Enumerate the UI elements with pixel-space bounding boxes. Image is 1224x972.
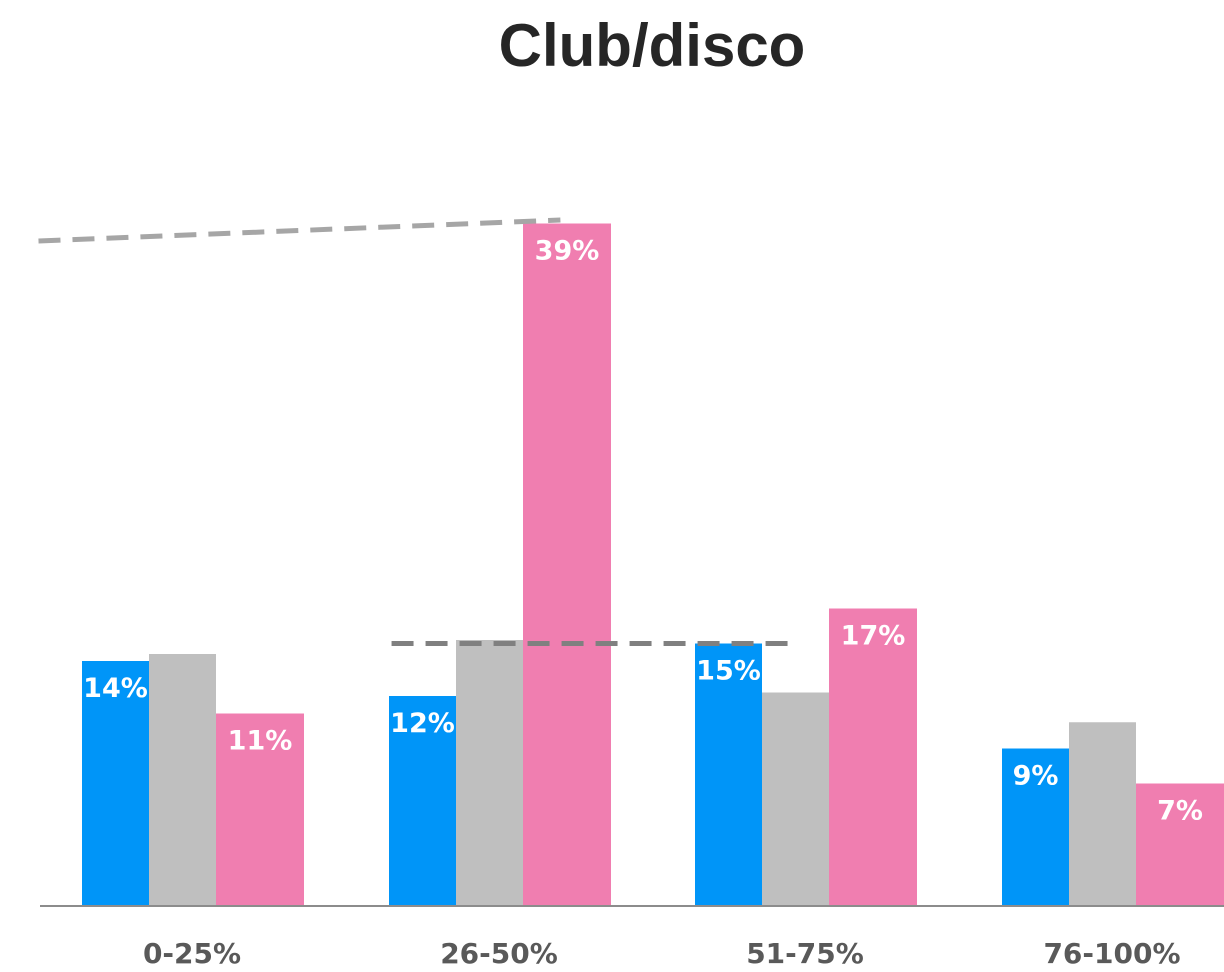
data-label-s2-1: 39% bbox=[535, 236, 600, 267]
category-label-1: 26-50% bbox=[440, 937, 558, 970]
data-label-s2-3: 7% bbox=[1157, 796, 1203, 827]
reference-line-0 bbox=[38, 217, 561, 244]
bar-s2-0 bbox=[216, 713, 304, 906]
bars-layer bbox=[82, 223, 1224, 906]
bar-s2-1 bbox=[523, 223, 611, 906]
bar-s0-0 bbox=[82, 661, 149, 906]
data-label-s2-0: 11% bbox=[228, 726, 293, 757]
reference-lines-layer bbox=[38, 217, 791, 646]
category-label-3: 76-100% bbox=[1043, 937, 1180, 970]
chart-title: Club/disco bbox=[498, 12, 806, 79]
bar-s0-2 bbox=[695, 643, 762, 906]
bar-s2-3 bbox=[1136, 783, 1224, 906]
bar-s1-0 bbox=[149, 654, 216, 906]
data-label-s0-3: 9% bbox=[1013, 761, 1059, 792]
data-labels-layer: 14% 12% 15% 9% 11% 39% 17% 7% bbox=[83, 236, 1203, 827]
data-label-s0-1: 12% bbox=[390, 708, 455, 739]
data-label-s0-2: 15% bbox=[696, 656, 761, 687]
data-label-s0-0: 14% bbox=[83, 673, 148, 704]
category-label-2: 51-75% bbox=[746, 937, 864, 970]
data-label-s2-2: 17% bbox=[841, 621, 906, 652]
bar-s1-3 bbox=[1069, 722, 1136, 906]
bar-s0-3 bbox=[1002, 748, 1069, 906]
bar-s1-1 bbox=[456, 640, 523, 906]
category-labels-layer: 0-25% 26-50% 51-75% 76-100% bbox=[143, 937, 1181, 970]
bar-s0-1 bbox=[389, 696, 456, 906]
category-label-0: 0-25% bbox=[143, 937, 241, 970]
bar-s2-2 bbox=[829, 608, 917, 906]
bar-s1-2 bbox=[762, 692, 829, 906]
